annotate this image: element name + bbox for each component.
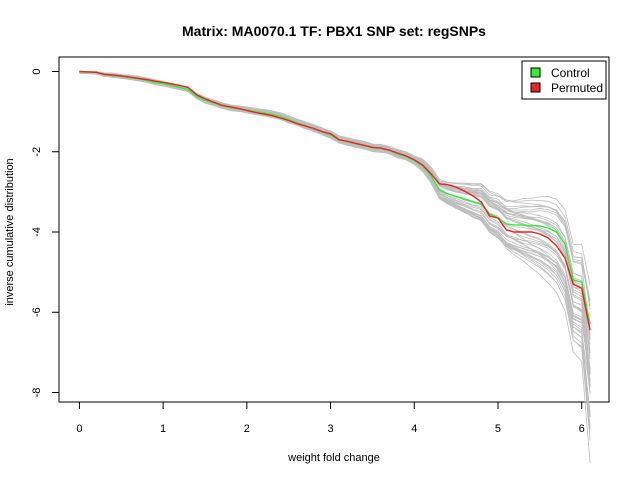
chart-title: Matrix: MA0070.1 TF: PBX1 SNP set: regSN… [182,23,486,39]
x-tick-label: 3 [327,423,333,435]
y-axis-label: inverse cumulative distribution [4,158,16,305]
background-curve [79,72,591,464]
background-curve [79,71,591,369]
legend-label-permuted: Permuted [551,81,603,95]
legend-box [521,60,607,100]
legend-label-control: Control [551,66,590,80]
y-tick-label: -8 [31,388,43,398]
x-tick-label: 4 [411,423,417,435]
x-axis: 0 1 2 3 4 5 6 [76,401,585,435]
x-tick-label: 0 [76,423,82,435]
x-tick-label: 5 [495,423,501,435]
x-tick-label: 1 [160,423,166,435]
x-tick-label: 2 [244,423,250,435]
background-curve [79,72,591,371]
y-tick-label: -4 [31,227,43,237]
legend-swatch-control [530,67,541,78]
x-tick-label: 6 [579,423,585,435]
y-tick-label: -6 [31,307,43,317]
y-tick-label: 0 [31,68,43,74]
legend-swatch-permuted [530,82,541,93]
legend: Control Permuted [521,60,607,100]
series-line-permuted [79,70,591,331]
y-axis: 0 -2 -4 -6 -8 [31,68,60,398]
series-group [79,70,591,331]
x-axis-label: weight fold change [287,452,380,464]
y-tick-label: -2 [31,147,43,157]
